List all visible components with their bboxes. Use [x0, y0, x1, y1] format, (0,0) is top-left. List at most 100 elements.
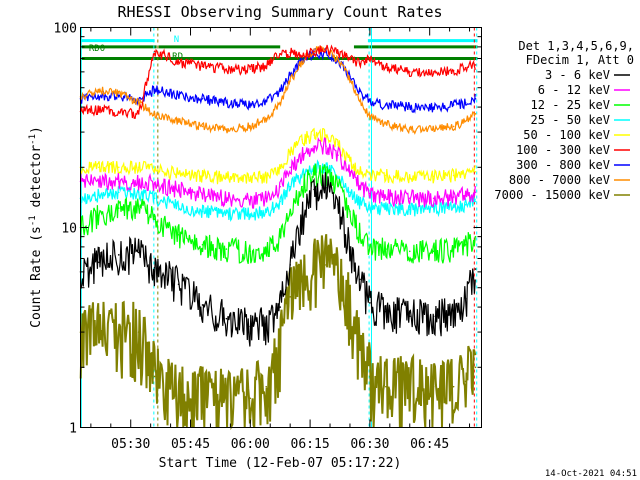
series-7-point	[289, 80, 291, 82]
series-8-point	[432, 385, 435, 388]
series-1-point	[117, 180, 120, 183]
chart-title: RHESSI Observing Summary Count Rates	[117, 3, 442, 21]
series-3-point	[369, 206, 371, 209]
series-0-point	[98, 261, 100, 264]
legend-header-line-1: Det 1,3,4,5,6,9,	[518, 39, 634, 53]
series-4-point	[464, 173, 467, 175]
series-2-point	[385, 248, 387, 250]
series-8-point	[325, 264, 327, 266]
series-3-point	[177, 205, 180, 207]
series-5	[79, 44, 477, 119]
x-axis-label: Start Time (12-Feb-07 05:17:22)	[159, 456, 402, 471]
series-0-point	[177, 283, 180, 286]
series-8-point	[385, 385, 387, 388]
series-4-point	[359, 170, 361, 173]
y-tick-label: 10	[61, 222, 77, 237]
series-2-point	[137, 205, 140, 207]
legend-entry: 800 - 7000 keV	[509, 173, 610, 187]
x-tick-label: 06:00	[231, 437, 270, 452]
series-7-point	[359, 100, 361, 102]
series-2-point	[279, 235, 282, 238]
legend-entry: 25 - 50 keV	[531, 113, 610, 127]
series-3-point	[225, 212, 228, 214]
series-4-point	[408, 175, 411, 178]
series-2-point	[201, 243, 204, 246]
series-6-point	[177, 94, 180, 96]
series-5-point	[313, 50, 315, 53]
series-3-point	[432, 208, 435, 210]
series-3-point	[452, 206, 455, 209]
legend-entry: 7000 - 15000 keV	[494, 188, 610, 202]
series-2-point	[369, 246, 371, 248]
series-line-0	[80, 172, 476, 347]
series-6-point	[153, 88, 156, 91]
series-2-point	[301, 185, 303, 188]
series-6-point	[201, 98, 204, 100]
flag-bars	[80, 39, 478, 60]
series-0-point	[117, 254, 120, 256]
series-1-point	[279, 185, 282, 188]
series-7-point	[408, 128, 411, 131]
series-1-point	[432, 197, 435, 200]
series-8-point	[249, 397, 252, 400]
series-6-point	[225, 102, 228, 104]
series-1-point	[464, 194, 467, 197]
legend-entry: 300 - 800 keV	[516, 158, 610, 172]
series-4-point	[432, 175, 435, 178]
series-8-point	[289, 296, 291, 298]
series-4-point	[201, 175, 204, 178]
series-7-point	[301, 60, 303, 62]
series-5-point	[474, 64, 477, 66]
series-3-point	[279, 200, 282, 203]
series-8-point	[369, 375, 371, 378]
series-line-5	[80, 44, 476, 119]
series-1-point	[337, 154, 339, 156]
series-2-point	[225, 248, 228, 250]
series-4-point	[225, 176, 228, 179]
series-6-point	[359, 90, 361, 93]
series-4-point	[265, 175, 268, 178]
y-axis-label: Count Rate (s-1 detector-1)	[28, 126, 44, 328]
series-0-point	[385, 310, 387, 313]
flag-labels: N RD0 RD	[89, 35, 183, 62]
series-5-point	[265, 65, 268, 68]
generation-timestamp: 14-Oct-2021 04:51	[545, 469, 637, 479]
series-1-point	[452, 196, 455, 198]
series-3-point	[385, 208, 387, 210]
series-7-point	[464, 120, 467, 123]
series-0-point	[289, 264, 291, 266]
series-3	[79, 159, 477, 222]
series-4-point	[301, 138, 303, 141]
series-6-point	[289, 74, 291, 76]
series-1-point	[201, 194, 204, 197]
series-4-point	[349, 160, 351, 162]
legend-entry: 50 - 100 keV	[523, 128, 610, 142]
series-2-point	[474, 235, 477, 238]
series-1-point	[474, 191, 477, 194]
series-1-point	[177, 188, 180, 191]
series-8-point	[301, 278, 303, 281]
series-6-point	[464, 102, 467, 104]
series-6-point	[117, 96, 120, 98]
series-3-point	[464, 203, 467, 206]
series-4-point	[313, 134, 315, 136]
series-7-point	[265, 117, 268, 120]
series-3-point	[98, 194, 100, 197]
x-axis-ticks: 05:30 05:45 06:00 06:15 06:30 06:45	[90, 27, 471, 452]
series-5-point	[369, 57, 371, 60]
legend-entry: 12 - 25 keV	[531, 98, 610, 112]
series-1-point	[249, 198, 252, 201]
legend-entry: 6 - 12 keV	[538, 83, 610, 97]
series-4-point	[289, 150, 291, 153]
series-5-point	[408, 71, 411, 73]
series-0-point	[225, 317, 228, 320]
series-8-point	[117, 331, 120, 333]
series-7-point	[225, 128, 228, 131]
series-4-point	[117, 166, 120, 169]
series-3-point	[359, 201, 361, 204]
series-8-point	[452, 385, 455, 388]
series-5-point	[177, 61, 180, 64]
y-tick-label: 100	[54, 22, 77, 37]
series-2-point	[349, 210, 351, 213]
series-1-point	[349, 170, 351, 173]
